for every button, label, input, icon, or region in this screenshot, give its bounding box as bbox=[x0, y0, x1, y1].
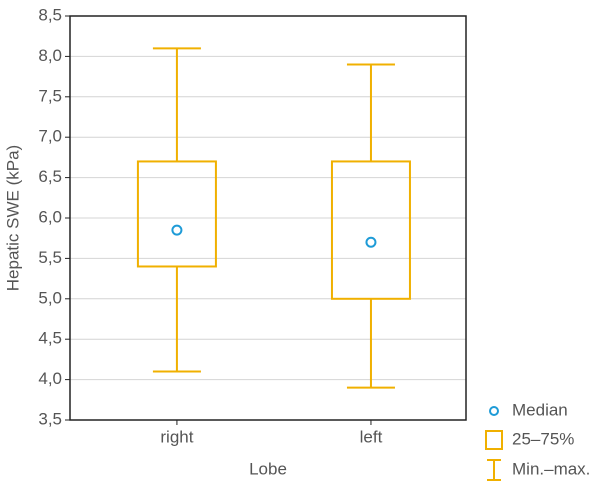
box bbox=[136, 160, 217, 268]
y-tick-label: 4,5 bbox=[38, 329, 62, 348]
legend-label: 25–75% bbox=[512, 429, 574, 448]
y-tick-label: 8,5 bbox=[38, 5, 62, 24]
y-tick-label: 6,5 bbox=[38, 167, 62, 186]
plot-frame bbox=[69, 15, 467, 421]
legend-label: Median bbox=[512, 400, 568, 419]
legend-median-icon bbox=[489, 406, 499, 416]
x-axis-label: Lobe bbox=[249, 459, 287, 478]
box bbox=[330, 160, 411, 300]
median bbox=[171, 224, 183, 236]
median bbox=[365, 236, 377, 248]
y-tick-label: 6,0 bbox=[38, 207, 62, 226]
y-tick-label: 5,0 bbox=[38, 288, 62, 307]
y-tick-label: 7,0 bbox=[38, 127, 62, 146]
y-tick-label: 5,5 bbox=[38, 248, 62, 267]
legend-box-icon bbox=[485, 430, 503, 450]
x-tick-label: right bbox=[160, 427, 193, 446]
y-tick-label: 8,0 bbox=[38, 46, 62, 65]
y-tick-label: 4,0 bbox=[38, 369, 62, 388]
y-tick-label: 7,5 bbox=[38, 86, 62, 105]
y-tick-label: 3,5 bbox=[38, 409, 62, 428]
y-axis-label: Hepatic SWE (kPa) bbox=[3, 145, 22, 291]
x-tick-label: left bbox=[360, 427, 383, 446]
legend-label: Min.–max. bbox=[512, 459, 590, 478]
